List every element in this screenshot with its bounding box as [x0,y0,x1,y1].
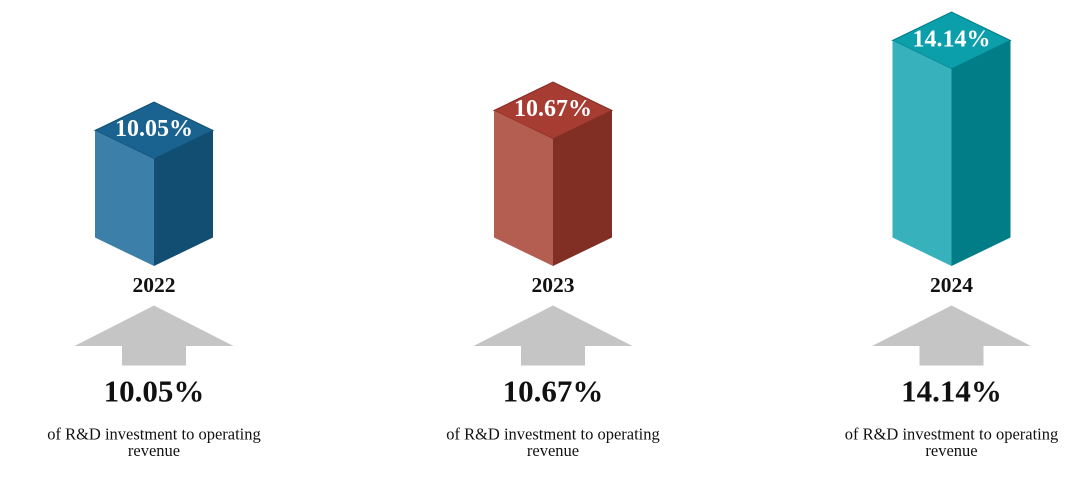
svg-text:revenue: revenue [925,441,977,460]
svg-text:of R&D investment to operating: of R&D investment to operating [845,425,1059,444]
svg-text:of R&D investment to operating: of R&D investment to operating [446,425,660,444]
svg-text:2023: 2023 [532,273,575,297]
svg-text:2022: 2022 [133,273,176,297]
svg-text:10.05%: 10.05% [115,116,193,142]
svg-text:of R&D investment to operating: of R&D investment to operating [47,425,261,444]
svg-text:2024: 2024 [930,273,973,297]
svg-text:10.67%: 10.67% [503,374,604,409]
svg-text:10.67%: 10.67% [514,96,592,122]
svg-text:10.05%: 10.05% [104,374,205,409]
svg-text:revenue: revenue [527,441,579,460]
svg-text:14.14%: 14.14% [913,26,991,52]
svg-text:14.14%: 14.14% [901,374,1002,409]
svg-text:revenue: revenue [128,441,180,460]
